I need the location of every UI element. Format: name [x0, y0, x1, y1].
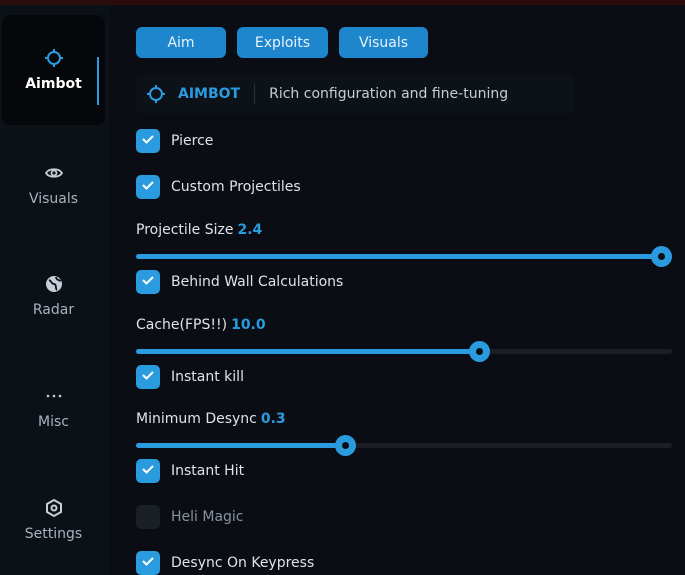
sidebar-item-label: Settings — [24, 526, 83, 542]
slider-cache[interactable] — [136, 341, 672, 362]
checkbox[interactable] — [136, 505, 160, 529]
tab-aim[interactable]: Aim — [136, 27, 226, 58]
checkbox-desync-keypress[interactable]: Desync On Keypress — [136, 551, 314, 575]
slider-name: Minimum Desync — [136, 411, 257, 427]
checkbox-label: Behind Wall Calculations — [171, 274, 344, 290]
checkbox[interactable] — [136, 459, 160, 483]
checkbox-instant-kill[interactable]: Instant kill — [136, 365, 244, 389]
globe-icon — [45, 276, 62, 292]
checkbox-label: Instant Hit — [171, 463, 245, 479]
checkbox[interactable] — [136, 270, 160, 294]
checkbox-instant-hit[interactable]: Instant Hit — [136, 459, 244, 483]
slider-value: 2.4 — [237, 222, 263, 238]
crosshair-icon — [147, 85, 165, 103]
sidebar-item-aimbot[interactable]: Aimbot — [2, 15, 105, 125]
more-dots-icon — [46, 394, 61, 398]
check-icon — [141, 554, 155, 572]
slider-thumb[interactable] — [335, 435, 357, 456]
slider-thumb[interactable] — [651, 246, 673, 267]
sidebar-item-label: Misc — [38, 414, 69, 430]
checkbox[interactable] — [136, 551, 160, 575]
checkbox[interactable] — [136, 175, 160, 199]
checkbox-behind-wall[interactable]: Behind Wall Calculations — [136, 270, 343, 294]
section-description: Rich configuration and fine-tuning — [269, 86, 509, 102]
checkbox[interactable] — [136, 129, 160, 153]
tab-exploits[interactable]: Exploits — [237, 27, 328, 58]
checkbox-heli-magic[interactable]: Heli Magic — [136, 505, 244, 529]
slider-fill — [136, 349, 480, 354]
sidebar-item-misc[interactable]: Misc — [2, 353, 105, 463]
slider-label-cache: Cache(FPS!!) 10.0 — [136, 317, 266, 333]
slider-value: 0.3 — [260, 411, 286, 427]
slider-name: Projectile Size — [136, 222, 234, 238]
checkbox-custom-projectiles[interactable]: Custom Projectiles — [136, 175, 301, 199]
check-icon — [141, 462, 155, 480]
sidebar-item-radar[interactable]: Radar — [2, 241, 105, 351]
eye-icon — [44, 168, 63, 178]
checkbox-label: Desync On Keypress — [171, 555, 315, 571]
divider — [254, 84, 256, 104]
slider-value: 10.0 — [231, 317, 266, 333]
crosshair-icon — [44, 49, 63, 67]
sidebar-item-settings[interactable]: Settings — [2, 465, 105, 575]
tab-bar: Aim Exploits Visuals — [136, 27, 428, 58]
slider-fill — [136, 443, 346, 448]
sidebar-item-visuals[interactable]: Visuals — [2, 130, 105, 240]
sidebar-item-label: Aimbot — [25, 76, 82, 92]
slider-min-desync[interactable] — [136, 435, 672, 456]
section-title: AIMBOT — [178, 86, 241, 102]
checkbox-label: Instant kill — [171, 369, 244, 385]
active-indicator — [97, 57, 99, 105]
checkbox-label: Heli Magic — [171, 509, 244, 525]
checkbox-label: Custom Projectiles — [171, 179, 301, 195]
tab-visuals[interactable]: Visuals — [339, 27, 428, 58]
checkbox-label: Pierce — [171, 133, 214, 149]
section-header: AIMBOT Rich configuration and fine-tunin… — [136, 75, 574, 113]
window-top-bar — [0, 0, 685, 5]
sidebar-item-label: Visuals — [28, 191, 79, 207]
check-icon — [141, 132, 155, 150]
checkbox-pierce[interactable]: Pierce — [136, 129, 213, 153]
sidebar-item-label: Radar — [32, 302, 75, 318]
check-icon — [141, 178, 155, 196]
slider-fill — [136, 254, 662, 259]
gear-icon — [45, 498, 62, 518]
slider-name: Cache(FPS!!) — [136, 317, 228, 333]
check-icon — [141, 273, 155, 291]
slider-projectile-size[interactable] — [136, 246, 673, 267]
slider-thumb[interactable] — [469, 341, 491, 362]
slider-label-min-desync: Minimum Desync 0.3 — [136, 411, 286, 427]
check-icon — [141, 368, 155, 386]
checkbox[interactable] — [136, 365, 160, 389]
sidebar: Aimbot Visuals Radar Misc Settings — [0, 5, 110, 575]
slider-label-projectile-size: Projectile Size 2.4 — [136, 222, 262, 238]
